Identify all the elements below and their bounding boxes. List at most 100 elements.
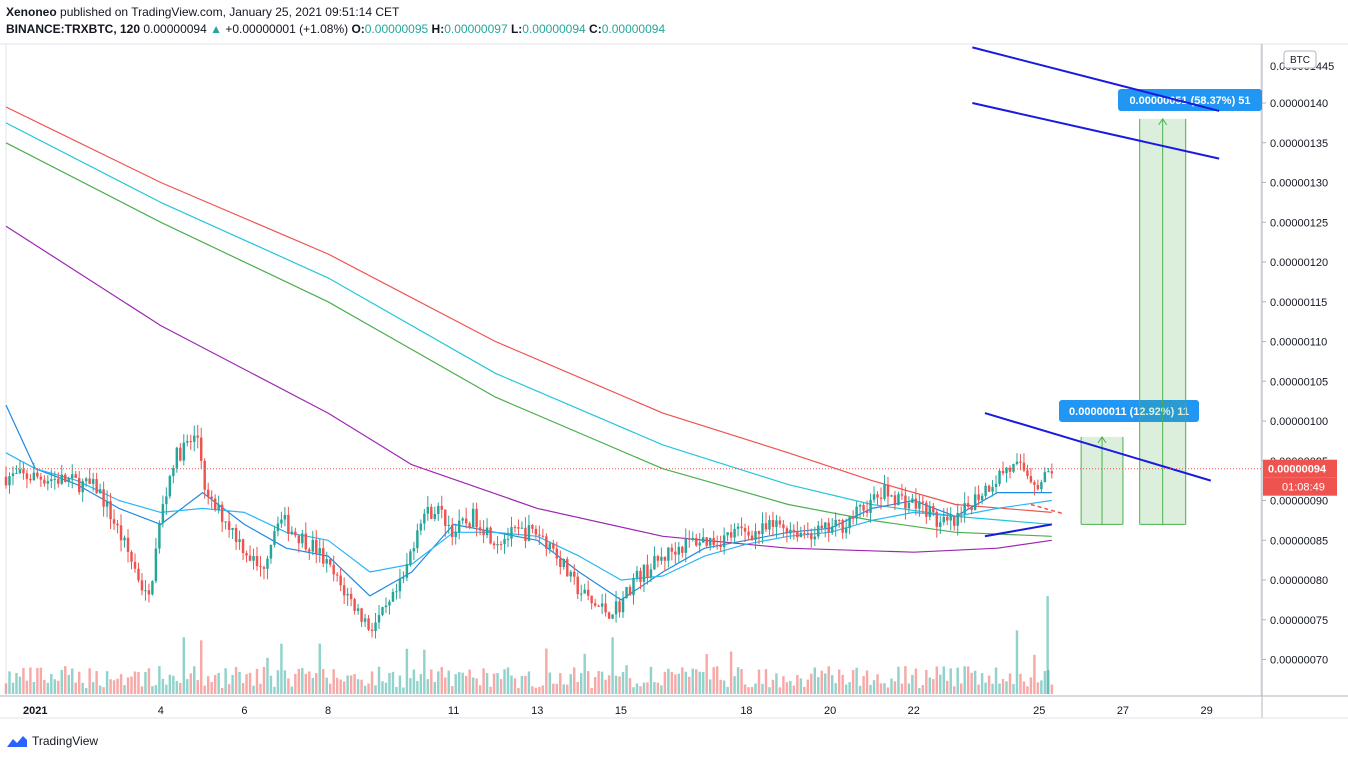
volume-bar: [81, 682, 84, 694]
volume-bar: [147, 668, 151, 694]
candle-body: [970, 506, 973, 510]
candle-body: [956, 512, 959, 526]
candle-body: [1008, 467, 1012, 472]
candle-body: [729, 532, 733, 538]
volume-bar: [8, 671, 11, 694]
candle-body: [635, 570, 639, 578]
volume-bar: [966, 666, 970, 694]
candle-body: [963, 503, 966, 514]
volume-bar: [771, 679, 775, 694]
candle-body: [761, 523, 764, 535]
y-tick-label: 0.00000140: [1270, 98, 1328, 110]
candle-body: [179, 447, 182, 461]
y-tick-label: 0.00000080: [1270, 575, 1328, 587]
volume-bar: [98, 685, 102, 694]
candle-body: [855, 506, 858, 519]
candle-body: [740, 526, 743, 529]
volume-bar: [395, 686, 398, 694]
candle-body: [381, 607, 384, 615]
symbol-name[interactable]: BINANCE:TRXBTC, 120: [6, 22, 141, 36]
candle-body: [64, 474, 67, 482]
trendline[interactable]: [972, 46, 1220, 112]
publisher-name[interactable]: Xenoneo: [6, 5, 57, 19]
volume-bar: [151, 686, 154, 694]
candle-body: [322, 548, 325, 564]
trendlines[interactable]: [972, 46, 1220, 538]
volume-bar: [210, 682, 213, 694]
volume-bar: [973, 670, 977, 694]
volume-bar: [206, 676, 210, 694]
candle-body: [74, 474, 77, 478]
candle-body: [377, 614, 381, 623]
volume-bar: [315, 673, 318, 694]
volume-bar: [611, 637, 614, 694]
volume-bar: [879, 683, 883, 694]
candle-body: [1022, 462, 1026, 471]
volume-bar: [297, 668, 301, 694]
candle-body: [175, 447, 179, 469]
candle-body: [548, 543, 552, 549]
trendline[interactable]: [972, 102, 1220, 160]
volume-bar: [241, 683, 245, 694]
candle-body: [688, 538, 691, 540]
volume-bar: [402, 687, 405, 694]
candle-body: [464, 518, 468, 524]
candle-body: [677, 546, 681, 555]
volume-bar: [527, 671, 531, 694]
volume-bar: [398, 675, 402, 694]
volume-bar: [583, 653, 586, 694]
close-value: 0.00000094: [601, 22, 666, 36]
volume-bar: [464, 675, 468, 694]
price-labels: 0.00000094 01:08:49: [6, 459, 1337, 496]
moving-average-line: [5, 122, 1052, 525]
y-tick-label: 0.00000100: [1270, 416, 1328, 428]
trendline[interactable]: [984, 523, 1053, 538]
candle-body: [747, 531, 750, 536]
candle-body: [879, 497, 883, 499]
volume-bar: [656, 682, 660, 694]
volume-bar: [175, 681, 179, 694]
candle-body: [433, 513, 437, 519]
volume-bar: [88, 668, 91, 694]
currency-badge-label[interactable]: BTC: [1290, 55, 1310, 66]
volume-bar: [308, 671, 311, 694]
volume-bar: [227, 684, 231, 694]
change-up-icon: ▲: [210, 22, 222, 36]
volume-bar: [95, 671, 98, 694]
volume-bar: [342, 681, 346, 694]
candle-body: [471, 508, 475, 528]
volume-bar: [426, 679, 430, 694]
tradingview-logo[interactable]: TradingView: [6, 734, 98, 748]
candle-body: [1015, 461, 1019, 464]
measurement-label-box[interactable]: [1059, 400, 1199, 422]
moving-average-line: [5, 142, 1052, 537]
volume-bar: [231, 674, 234, 694]
volume-bar: [451, 686, 454, 694]
volume-bar: [576, 681, 579, 694]
candle-body: [1043, 472, 1047, 483]
volume-bar: [768, 687, 771, 694]
volume-bar: [914, 668, 918, 694]
candle-body: [702, 537, 705, 543]
candle-body: [39, 476, 43, 480]
candle-body: [304, 533, 308, 550]
volume-bar: [872, 680, 876, 694]
trendline[interactable]: [984, 412, 1212, 482]
measurement-boxes[interactable]: 0.00000011 (12.92%) 11 0.00000051 (58.37%…: [1059, 89, 1262, 525]
candle-body: [451, 524, 454, 538]
volume-bar: [64, 666, 67, 694]
candle-body: [105, 501, 109, 507]
volume-bar: [754, 683, 757, 694]
volume-bar: [552, 683, 555, 694]
volume-bar: [911, 674, 914, 694]
volume-bar: [374, 685, 377, 694]
candle-body: [430, 506, 433, 519]
volume-bar: [32, 681, 36, 694]
volume-bar: [328, 683, 332, 694]
y-tick-label: 0.00000135: [1270, 138, 1328, 150]
candle-body: [684, 538, 688, 553]
candle-body: [84, 478, 88, 482]
volume-bar: [196, 680, 199, 694]
moving-averages: [5, 106, 1052, 601]
